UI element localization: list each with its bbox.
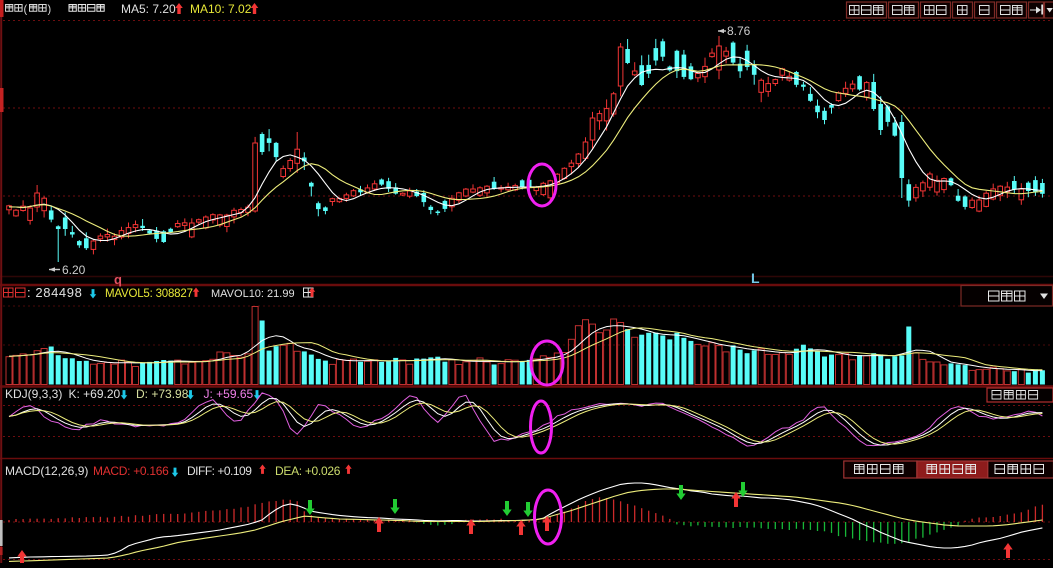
svg-text:MA10: 7.02: MA10: 7.02 xyxy=(190,2,252,16)
svg-text:L: L xyxy=(751,270,760,286)
svg-text:KDJ(9,3,3): KDJ(9,3,3) xyxy=(5,387,62,401)
svg-text:(: ( xyxy=(24,4,28,16)
svg-text:J: +59.65: J: +59.65 xyxy=(204,387,254,401)
svg-text:DEA: +0.026: DEA: +0.026 xyxy=(275,464,341,478)
svg-text:DIFF: +0.109: DIFF: +0.109 xyxy=(187,464,252,478)
svg-text:): ) xyxy=(48,4,52,16)
svg-text:K: +69.20: K: +69.20 xyxy=(69,387,121,401)
svg-text:6.20: 6.20 xyxy=(62,263,86,277)
svg-text:: 284498: : 284498 xyxy=(27,285,82,300)
svg-text:MAVOL10: 21.99: MAVOL10: 21.99 xyxy=(211,288,295,300)
svg-text:MAVOL5: 308827: MAVOL5: 308827 xyxy=(105,288,193,300)
svg-text:MACD: +0.166: MACD: +0.166 xyxy=(93,464,169,478)
svg-text:D: +73.98: D: +73.98 xyxy=(136,387,189,401)
svg-text:8.76: 8.76 xyxy=(727,24,751,38)
svg-text:MA5: 7.20: MA5: 7.20 xyxy=(121,2,176,16)
svg-text:MACD(12,26,9): MACD(12,26,9) xyxy=(5,464,88,478)
svg-text:q: q xyxy=(114,272,122,287)
